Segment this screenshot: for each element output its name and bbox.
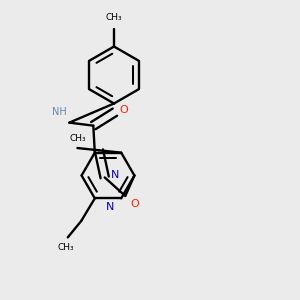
Text: N: N — [111, 170, 120, 180]
Text: NH: NH — [52, 107, 67, 117]
Text: CH₃: CH₃ — [58, 243, 75, 252]
Text: CH₃: CH₃ — [69, 134, 86, 142]
Text: N: N — [106, 202, 115, 212]
Text: CH₃: CH₃ — [106, 13, 122, 22]
Text: O: O — [120, 105, 128, 115]
Text: O: O — [131, 199, 140, 209]
